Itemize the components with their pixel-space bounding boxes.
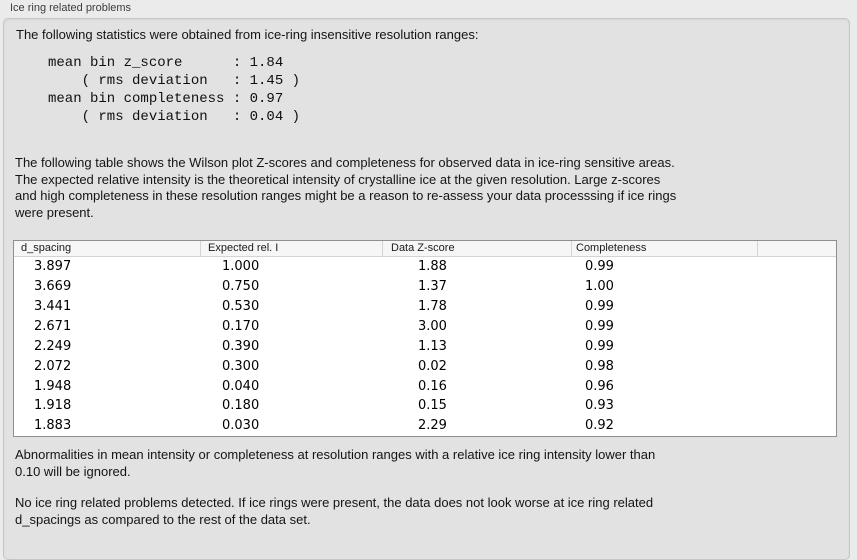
table-cell: 0.93 (585, 398, 614, 414)
table-row[interactable]: 2.249 0.390 1.13 0.99 (14, 337, 836, 357)
table-cell-spacer (757, 396, 836, 416)
table-cell: 0.300 (222, 358, 260, 374)
table-row[interactable]: 1.948 0.040 0.16 0.96 (14, 377, 836, 397)
header-spacer (757, 241, 836, 256)
table-row[interactable]: 3.669 0.750 1.37 1.00 (14, 277, 836, 297)
table-row[interactable]: 2.072 0.300 0.02 0.98 (14, 357, 836, 377)
table-cell: 1.00 (585, 278, 614, 294)
table-cell: 0.030 (222, 418, 260, 434)
table-cell: 0.16 (418, 378, 447, 394)
table-cell: 1.13 (418, 338, 447, 354)
table-cell: 2.249 (34, 338, 72, 354)
table-cell: 0.180 (222, 398, 260, 414)
table-cell-spacer (757, 416, 836, 436)
table-row[interactable]: 1.918 0.180 0.15 0.93 (14, 396, 836, 416)
table-cell: 2.072 (34, 358, 72, 374)
table-row[interactable]: 3.897 1.000 1.88 0.99 (14, 257, 836, 277)
table-intro-text: The following table shows the Wilson plo… (15, 155, 677, 221)
table-cell: 0.170 (222, 318, 260, 334)
table-cell-spacer (757, 297, 836, 317)
panel-title: Ice ring related problems (10, 2, 132, 14)
table-cell-spacer (757, 277, 836, 297)
table-cell: 0.92 (585, 418, 614, 434)
table-cell-spacer (757, 317, 836, 337)
stats-block: mean bin z_score : 1.84 ( rms deviation … (48, 55, 301, 125)
table-cell: 0.530 (222, 298, 260, 314)
table-cell: 0.750 (222, 278, 260, 294)
column-header-expected-rel-i[interactable]: Expected rel. I (200, 241, 382, 256)
table-cell: 0.15 (418, 398, 447, 414)
table-row[interactable]: 1.883 0.030 2.29 0.92 (14, 416, 836, 436)
table-cell: 1.78 (418, 298, 447, 314)
ignore-note-text: Abnormalities in mean intensity or compl… (15, 447, 656, 479)
table-cell: 0.99 (585, 298, 614, 314)
table-cell: 3.441 (34, 298, 72, 314)
table-cell: 1.000 (222, 259, 260, 274)
table-cell: 3.897 (34, 259, 72, 274)
table-cell: 0.98 (585, 358, 614, 374)
table-cell-spacer (757, 337, 836, 357)
table-cell: 1.37 (418, 278, 447, 294)
column-header-data-z-score[interactable]: Data Z-score (382, 241, 571, 256)
table-cell: 0.99 (585, 259, 614, 274)
table-cell: 1.88 (418, 259, 447, 274)
table-header-row: d_spacing Expected rel. I Data Z-score Comp… (14, 241, 836, 257)
table-cell: 1.883 (34, 418, 72, 434)
conclusion-text: No ice ring related problems detected. I… (15, 495, 654, 527)
table-cell: 0.99 (585, 338, 614, 354)
table-cell: 3.00 (418, 318, 447, 334)
table-cell: 2.29 (418, 418, 447, 434)
table-cell: 1.948 (34, 378, 72, 394)
column-header-d-spacing[interactable]: d_spacing (21, 242, 72, 254)
table-cell: 0.040 (222, 378, 260, 394)
table-cell: 0.02 (418, 358, 447, 374)
ice-ring-table: d_spacing Expected rel. I Data Z-score Comp… (13, 240, 837, 437)
table-cell: 0.390 (222, 338, 260, 354)
table-cell: 3.669 (34, 278, 72, 294)
intro-text: The following statistics were obtained f… (16, 27, 479, 42)
table-body: 3.897 1.000 1.88 0.99 3.669 0.750 1.37 1.00 3.44… (14, 257, 836, 436)
table-cell-spacer (757, 377, 836, 397)
table-row[interactable]: 3.441 0.530 1.78 0.99 (14, 297, 836, 317)
table-cell: 0.99 (585, 318, 614, 334)
table-cell: 2.671 (34, 318, 72, 334)
table-cell-spacer (757, 257, 836, 277)
table-cell-spacer (757, 357, 836, 377)
column-header-completeness[interactable]: Completeness (571, 241, 757, 256)
table-row[interactable]: 2.671 0.170 3.00 0.99 (14, 317, 836, 337)
table-cell: 0.96 (585, 378, 614, 394)
table-cell: 1.918 (34, 398, 72, 414)
